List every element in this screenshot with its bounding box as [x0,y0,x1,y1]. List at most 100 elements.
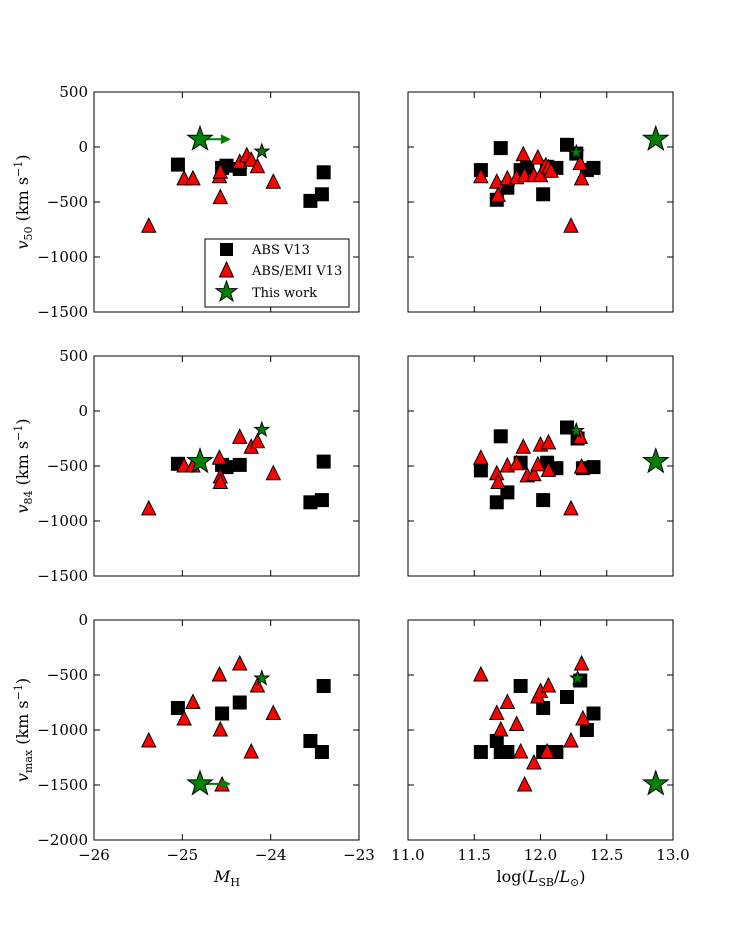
panel-p6: 11.0 11.5 12.0 12.5 13.0 [391,619,690,864]
abs-square-point [493,429,508,444]
abs-square-point [500,745,515,759]
abs-square-point [586,706,601,721]
legend-label-thiswork: This work [252,286,317,301]
absemi-triangle-point [473,665,489,682]
absemi-triangle-point [563,499,579,516]
absemi-triangle-point [526,465,542,482]
absemi-triangle-point [508,454,525,471]
abs-square-point [232,457,247,472]
xlabel-lsb: log(LSB/L⊙) [497,867,586,889]
abs-square-point [586,160,601,175]
abs-square-point [536,701,551,715]
thiswork-star-point [641,124,670,152]
absemi-triangle-point [573,169,590,186]
absemi-triangle-point [490,473,506,489]
abs-square-point [513,679,528,693]
absemi-triangle-point [499,693,516,709]
y-tick-label: 500 [59,83,88,101]
legend-square-marker [220,243,233,256]
thiswork-small-star-point [567,421,585,439]
absemi-triangle-point [539,742,555,759]
abs-square-point [215,706,230,721]
absemi-triangle-point [512,742,529,759]
y-tick-label: −500 [47,193,88,211]
absemi-triangle-point [265,704,282,720]
x-tick-label: −24 [255,846,287,864]
abs-square-point [303,734,318,748]
y-tick-label: −500 [47,457,88,475]
absemi-triangle-point [530,455,546,472]
absemi-triangle-point [265,464,282,481]
y-tick-label: 0 [78,138,88,156]
x-tick-label: 12.0 [524,846,557,864]
abs-square-point [493,141,508,156]
abs-square-point [489,495,504,510]
absemi-triangle-point [265,173,282,189]
thiswork-star-point [641,447,670,474]
absemi-triangle-point [185,693,201,709]
y-tick-label: −1000 [37,248,88,266]
x-tick-label: −23 [343,846,375,864]
abs-square-point [232,695,247,710]
abs-square-point [314,493,329,508]
absemi-triangle-point [563,731,579,748]
absemi-triangle-point [540,433,557,450]
panels: −1500 −1000 −500 0 500 −1500 −1000 −500 0 500 −26 −… [37,83,689,864]
absemi-triangle-point [508,715,525,731]
absemi-triangle-point [526,753,542,770]
legend-label-absemi: ABS/EMI V13 [251,264,342,279]
abs-square-point [560,690,574,704]
absemi-triangle-point [515,145,532,162]
absemi-triangle-point [249,432,266,449]
absemi-triangle-point [575,709,591,726]
abs-square-point [170,157,185,172]
absemi-triangle-point [249,157,266,174]
abs-square-point [314,745,329,759]
y-tick-label: 0 [78,402,88,420]
absemi-triangle-point [492,720,509,737]
thiswork-star-point [186,124,214,152]
y-tick-label: 0 [78,611,88,629]
abs-square-point [536,493,551,508]
y-tick-label: −1500 [37,567,88,585]
abs-square-point [536,187,551,202]
absemi-triangle-point [185,169,201,186]
panel-frame [407,91,674,313]
abs-square-point [560,420,574,435]
abs-square-point [489,734,504,748]
absemi-triangle-point [488,704,505,720]
absemi-triangle-point [231,654,248,671]
absemi-triangle-point [540,676,557,693]
x-tick-label: 11.0 [391,846,424,864]
abs-square-point [314,187,329,202]
thiswork-small-star-point [567,143,585,160]
y-tick-label: −1500 [37,303,88,321]
xlabel-mh: MH [213,867,240,889]
x-tick-label: 12.5 [590,846,623,864]
absemi-triangle-point [572,154,589,170]
absemi-triangle-point [212,720,229,737]
absemi-triangle-point [140,217,157,233]
legend: ABS V13 ABS/EMI V13 This work [204,238,350,308]
absemi-triangle-point [249,676,266,693]
y-tick-label: 500 [59,347,88,365]
absemi-triangle-point [473,449,489,465]
thiswork-small-star-point [253,669,271,686]
x-tick-label: −26 [78,846,110,864]
thiswork-small-star-point [569,669,587,686]
abs-square-point [316,165,331,180]
panel-frame [407,619,674,841]
abs-square-point [473,745,488,759]
panel-p3: −1500 −1000 −500 0 500 [37,347,360,585]
absemi-triangle-point [573,457,590,474]
x-tick-label: 11.5 [458,846,491,864]
abs-square-point [586,460,601,475]
abs-square-point [170,701,185,715]
abs-square-point [316,679,331,693]
absemi-triangle-point [212,163,229,179]
legend-label-abs: ABS V13 [251,243,310,258]
y-tick-label: −1000 [37,721,88,739]
absemi-triangle-point [563,217,579,233]
abs-square-point [579,723,594,737]
panel-p2 [407,91,674,313]
